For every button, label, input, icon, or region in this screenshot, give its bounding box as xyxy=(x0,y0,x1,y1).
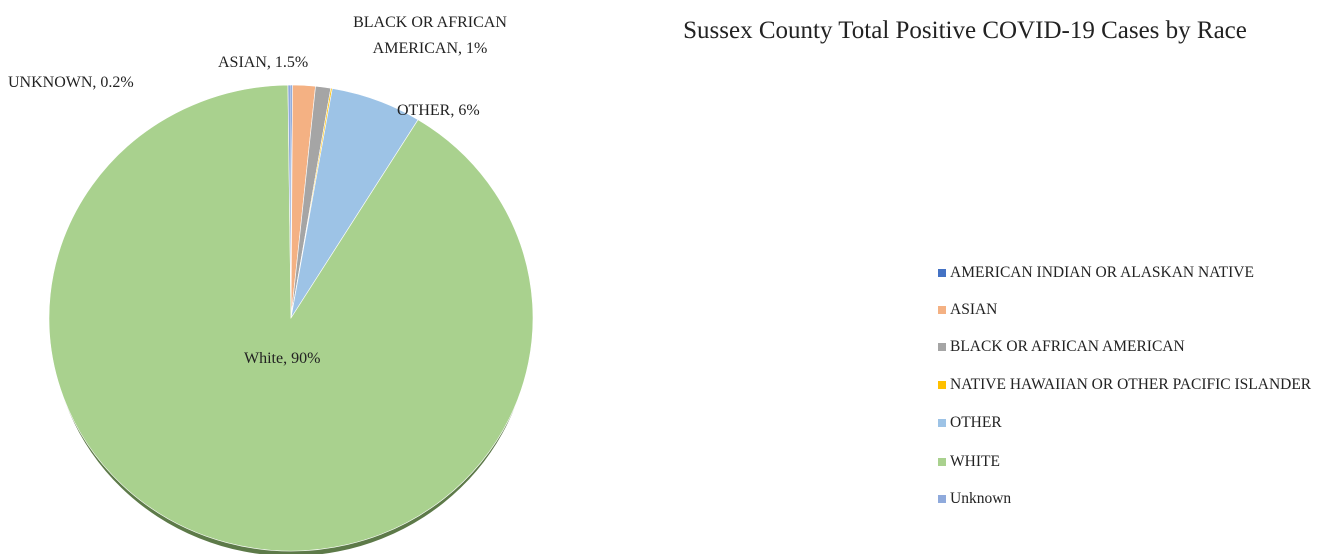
data-label: UNKNOWN, 0.2% xyxy=(8,74,134,91)
legend-swatch xyxy=(938,381,946,389)
chart-title: Sussex County Total Positive COVID-19 Ca… xyxy=(683,17,1247,44)
legend-label: AMERICAN INDIAN OR ALASKAN NATIVE xyxy=(950,264,1254,281)
legend-label: OTHER xyxy=(950,414,1002,431)
data-label: White, 90% xyxy=(244,350,321,367)
legend-label: ASIAN xyxy=(950,301,998,318)
legend-swatch xyxy=(938,458,946,466)
data-label: BLACK OR AFRICAN AMERICAN, 1% xyxy=(353,14,507,57)
legend-swatch xyxy=(938,495,946,503)
pie-slice xyxy=(287,84,292,319)
legend-swatch xyxy=(938,343,946,351)
pie-slice xyxy=(48,84,534,552)
data-label: ASIAN, 1.5% xyxy=(218,54,309,71)
legend-label: BLACK OR AFRICAN AMERICAN xyxy=(950,338,1185,355)
legend-label: Unknown xyxy=(950,490,1012,507)
legend-swatch xyxy=(938,419,946,427)
legend-label: NATIVE HAWAIIAN OR OTHER PACIFIC ISLANDE… xyxy=(950,376,1312,393)
legend-label: WHITE xyxy=(950,453,1000,470)
data-label: OTHER, 6% xyxy=(397,102,480,119)
legend-swatch xyxy=(938,269,946,277)
legend-swatch xyxy=(938,306,946,314)
